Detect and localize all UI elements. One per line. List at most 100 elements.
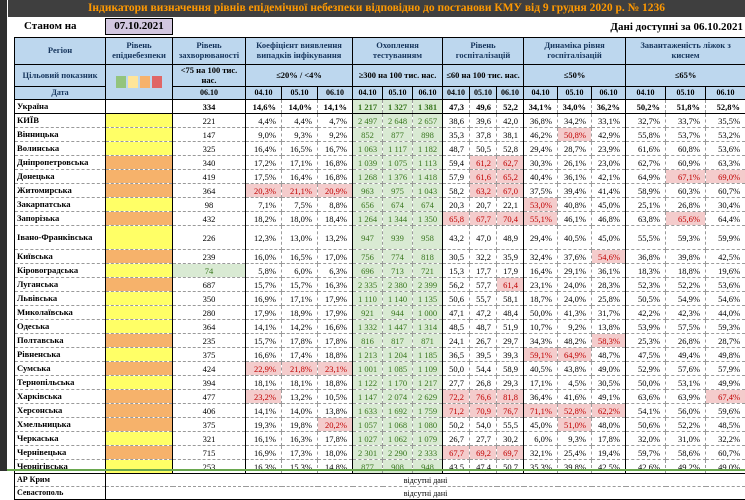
value-cell: 17,9% bbox=[318, 292, 353, 306]
value-cell: 60,9% bbox=[666, 156, 706, 170]
group-header: Завантаженість ліжок з киснем bbox=[626, 38, 745, 65]
value-cell: 62,7 bbox=[497, 156, 524, 170]
value-cell: 67,7 bbox=[470, 212, 497, 226]
value-cell: 36,5 bbox=[443, 348, 470, 362]
value-cell: 49,4% bbox=[666, 348, 706, 362]
value-cell: 74 bbox=[173, 264, 246, 278]
date-header: 05.10 bbox=[666, 87, 706, 100]
value-cell: 49,8% bbox=[706, 348, 745, 362]
value-cell: 1 332 bbox=[353, 320, 383, 334]
no-data-cell: відсутні дані bbox=[106, 474, 745, 487]
value-cell: 65,8 bbox=[443, 212, 470, 226]
value-cell: 28,7% bbox=[558, 142, 592, 156]
value-cell: 947 bbox=[353, 226, 383, 250]
value-cell: 42,3% bbox=[666, 306, 706, 320]
value-cell: 48,4 bbox=[497, 306, 524, 320]
value-cell: 52,8% bbox=[706, 100, 745, 114]
region-name: Івано-Франківська bbox=[15, 226, 106, 250]
value-cell: 49,9% bbox=[706, 376, 745, 390]
value-cell: 1 068 bbox=[383, 418, 413, 432]
value-cell: 1 135 bbox=[413, 292, 443, 306]
value-cell: 17,1% bbox=[524, 376, 558, 390]
value-cell: 696 bbox=[353, 264, 383, 278]
value-cell: 53,9% bbox=[626, 320, 666, 334]
value-cell: 1 759 bbox=[413, 404, 443, 418]
date-header: 06.10 bbox=[497, 87, 524, 100]
value-cell: 50,5% bbox=[626, 292, 666, 306]
value-cell: 253 bbox=[173, 460, 246, 474]
value-cell: 2 399 bbox=[413, 278, 443, 292]
risk-level-header: Рівень епіднебезпеки bbox=[106, 38, 173, 65]
value-cell: 939 bbox=[383, 226, 413, 250]
value-cell: 21,8% bbox=[282, 362, 318, 376]
risk-level-cell bbox=[106, 100, 173, 114]
value-cell: 39,4% bbox=[558, 184, 592, 198]
value-cell: 30,5 bbox=[443, 250, 470, 264]
value-cell: 58,1 bbox=[497, 292, 524, 306]
value-cell: 16,1% bbox=[246, 432, 282, 446]
date-header: 06.10 bbox=[592, 87, 626, 100]
value-cell: 13,0% bbox=[282, 226, 318, 250]
value-cell: 62,7% bbox=[626, 156, 666, 170]
value-cell: 816 bbox=[353, 334, 383, 348]
value-cell: 226 bbox=[173, 226, 246, 250]
value-cell: 18,8% bbox=[318, 348, 353, 362]
risk-level-cell bbox=[106, 404, 173, 418]
value-cell: 45,0% bbox=[524, 418, 558, 432]
value-cell: 364 bbox=[173, 184, 246, 198]
value-cell: 1 109 bbox=[413, 362, 443, 376]
value-cell: 43,5 bbox=[443, 460, 470, 474]
value-cell: 18,7% bbox=[524, 292, 558, 306]
risk-level-cell bbox=[106, 418, 173, 432]
value-cell: 35,3% bbox=[524, 460, 558, 474]
value-cell: 34,1% bbox=[524, 100, 558, 114]
region-name: Хмельницька bbox=[15, 418, 106, 432]
value-cell: 63,6% bbox=[626, 390, 666, 404]
value-cell: 1 418 bbox=[413, 170, 443, 184]
value-cell: 1 000 bbox=[413, 306, 443, 320]
region-name: Чернігівська bbox=[15, 460, 106, 474]
value-cell: 14,1% bbox=[318, 100, 353, 114]
date-header: 05.10 bbox=[558, 87, 592, 100]
value-cell: 47,0 bbox=[470, 226, 497, 250]
value-cell: 50,2 bbox=[443, 418, 470, 432]
value-cell: 26,7 bbox=[443, 432, 470, 446]
value-cell: 29,4% bbox=[524, 142, 558, 156]
value-cell: 2 290 bbox=[383, 446, 413, 460]
risk-level-cell bbox=[106, 446, 173, 460]
value-cell: 375 bbox=[173, 348, 246, 362]
value-cell: 6,0% bbox=[282, 264, 318, 278]
value-cell: 23,2% bbox=[246, 390, 282, 404]
value-cell: 908 bbox=[383, 460, 413, 474]
value-cell: 656 bbox=[353, 198, 383, 212]
value-cell: 65,6% bbox=[666, 212, 706, 226]
value-cell: 432 bbox=[173, 212, 246, 226]
date-header: 04.10 bbox=[246, 87, 282, 100]
value-cell: 7,5% bbox=[282, 198, 318, 212]
value-cell: 52,3% bbox=[626, 278, 666, 292]
value-cell: 49,0% bbox=[706, 460, 745, 474]
value-cell: 13,2% bbox=[282, 390, 318, 404]
value-cell: 46,2% bbox=[524, 128, 558, 142]
value-cell: 56,0% bbox=[666, 404, 706, 418]
value-cell: 4,5% bbox=[558, 376, 592, 390]
data-available-label: Дані доступні за 06.10.2021 bbox=[610, 21, 743, 33]
value-cell: 76,6 bbox=[470, 390, 497, 404]
value-cell: 16,5% bbox=[282, 250, 318, 264]
value-cell: 715 bbox=[173, 446, 246, 460]
region-name: Херсонська bbox=[15, 404, 106, 418]
value-cell: 47,1 bbox=[443, 306, 470, 320]
value-cell: 2 629 bbox=[413, 390, 443, 404]
value-cell: 898 bbox=[413, 128, 443, 142]
value-cell: 54,9% bbox=[666, 292, 706, 306]
region-name: Вінницька bbox=[15, 128, 106, 142]
value-cell: 56,2 bbox=[443, 278, 470, 292]
value-cell: 54,6% bbox=[592, 250, 626, 264]
risk-level-cell bbox=[106, 306, 173, 320]
value-cell: 1 075 bbox=[383, 156, 413, 170]
value-cell: 17,0% bbox=[318, 250, 353, 264]
